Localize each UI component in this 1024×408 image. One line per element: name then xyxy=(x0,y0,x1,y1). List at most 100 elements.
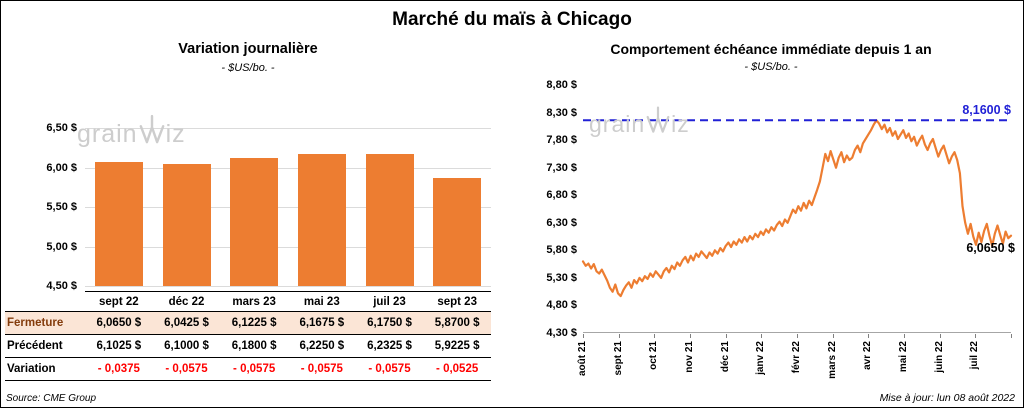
table-row: Variation - 0,0375 - 0,0575 - 0,0575 - 0,057… xyxy=(5,358,491,381)
source-note: Source: CME Group xyxy=(6,393,97,404)
table-cell: 6,2325 $ xyxy=(367,340,412,352)
price-table: sept 22 déc 22 mars 23 mai 23 juil 23 sept 23… xyxy=(5,291,491,381)
x-axis-label: avr 22 xyxy=(862,341,874,370)
y-axis-tick-label: 8,80 $ xyxy=(546,79,577,91)
watermark-logo: grain iz xyxy=(589,105,690,136)
table-cell: 5,8700 $ xyxy=(434,317,480,329)
line-x-axis: août 21 sept 21 oct 21 nov 21 déc 21 janv 22 f… xyxy=(577,334,1012,396)
x-axis-tick xyxy=(1011,334,1012,338)
bar-slot xyxy=(85,128,153,286)
column-header: mai 23 xyxy=(287,291,356,311)
y-axis-tick-label: 7,80 $ xyxy=(546,134,577,147)
bar-plot xyxy=(85,128,491,287)
y-axis-tick-label: 5,00 $ xyxy=(46,240,77,253)
bar-y-axis: 6,50 $ 6,00 $ 5,50 $ 5,00 $ 4,50 $ xyxy=(21,122,77,292)
line-chart-svg xyxy=(581,119,1013,298)
x-axis-label: mars 22 xyxy=(826,341,838,379)
x-axis-label: déc 21 xyxy=(719,341,731,373)
x-axis-label: mai 22 xyxy=(898,341,909,373)
y-axis-tick-label: 6,00 $ xyxy=(46,161,77,174)
table-cell: 5,9225 $ xyxy=(434,340,480,352)
bar-slot xyxy=(356,128,424,286)
x-axis-label: janv 22 xyxy=(755,341,767,375)
x-axis-tick xyxy=(690,334,691,338)
x-axis-tick xyxy=(725,334,727,338)
table-cell: 6,2250 $ xyxy=(299,340,345,352)
y-axis-tick-label: 4,30 $ xyxy=(546,327,577,339)
table-cell: - 0,0575 xyxy=(368,363,411,375)
column-header: sept 22 xyxy=(85,291,153,311)
bar xyxy=(433,177,482,286)
x-axis-tick xyxy=(761,334,763,338)
gridline xyxy=(85,286,491,287)
x-axis-label: oct 21 xyxy=(648,341,660,370)
row-label: Précédent xyxy=(7,340,63,352)
x-axis-label: juil 22 xyxy=(969,341,981,370)
bar xyxy=(230,157,279,286)
table-cell: - 0,0575 xyxy=(233,363,276,375)
table-cell: 6,1750 $ xyxy=(367,317,412,329)
ref-line-label: 8,1600 $ xyxy=(962,103,1011,118)
column-header: mars 23 xyxy=(220,291,288,311)
row-label: Fermeture xyxy=(7,317,64,329)
table-cell: - 0,0575 xyxy=(300,363,343,375)
x-axis-tick xyxy=(904,334,905,338)
bar xyxy=(365,153,414,286)
row-label: Variation xyxy=(7,363,56,375)
bar-slot xyxy=(288,128,356,286)
table-row: Fermeture 6,0650 $ 6,0425 $ 6,1225 $ 6,1675 … xyxy=(5,312,491,335)
y-axis-tick-label: 4,80 $ xyxy=(546,299,577,312)
table-cell: 6,1025 $ xyxy=(96,340,142,352)
x-axis-label: août 21 xyxy=(577,341,588,377)
y-axis-tick-label: 6,50 $ xyxy=(46,122,77,134)
column-header: juil 23 xyxy=(355,291,424,311)
gridline xyxy=(85,207,491,208)
x-axis-label: nov 21 xyxy=(684,341,695,373)
gridline xyxy=(85,246,491,248)
x-axis-tick xyxy=(797,334,798,338)
x-axis-tick xyxy=(654,334,656,338)
line-plot: 8,1600 $ 6,0650 $ xyxy=(581,85,1015,333)
table-row: Précédent 6,1025 $ 6,1000 $ 6,1800 $ 6,2250 … xyxy=(5,335,491,358)
gridline xyxy=(85,128,491,129)
gridline xyxy=(85,167,491,169)
column-header: déc 22 xyxy=(152,291,221,311)
table-cell: 6,1225 $ xyxy=(231,317,277,329)
x-axis-label: juin 22 xyxy=(933,341,945,373)
y-axis-tick-label: 5,50 $ xyxy=(46,201,77,213)
price-line xyxy=(581,119,1013,298)
y-axis-tick-label: 5,30 $ xyxy=(546,271,577,284)
y-axis-tick-label: 4,50 $ xyxy=(46,280,77,292)
bar-chart-title: Variation journalière xyxy=(178,41,318,57)
y-axis-tick-label: 6,30 $ xyxy=(546,216,577,229)
y-axis-tick-label: 5,80 $ xyxy=(546,244,577,257)
column-header: sept 23 xyxy=(423,291,491,311)
line-chart-title: Comportement échéance immédiate depuis 1… xyxy=(610,41,932,57)
x-axis-tick xyxy=(975,334,977,338)
watermark-logo: grain iz xyxy=(77,113,186,147)
wheat-w-icon xyxy=(139,114,164,144)
table-cell: - 0,0375 xyxy=(97,363,140,375)
table-cell: 6,0650 $ xyxy=(96,317,142,329)
x-axis-tick xyxy=(618,334,620,338)
page-title: Marché du maïs à Chicago xyxy=(392,9,632,30)
update-note: Mise à jour: lun 08 août 2022 xyxy=(879,392,1015,404)
bar xyxy=(297,154,346,286)
bar xyxy=(94,162,143,286)
table-cell: 6,1800 $ xyxy=(231,340,277,352)
y-axis-tick-label: 8,30 $ xyxy=(546,106,577,119)
table-cell: 6,0425 $ xyxy=(164,317,209,329)
bar-slot xyxy=(220,128,288,286)
bar-slot xyxy=(423,128,491,286)
line-y-axis: 8,80 $ 8,30 $ 7,80 $ 7,30 $ 6,80 $ 6,30 $ 5,80… xyxy=(517,79,577,339)
y-axis-tick-label: 7,30 $ xyxy=(546,161,577,174)
y-axis-tick-label: 6,80 $ xyxy=(546,189,577,202)
bar-slot xyxy=(153,128,221,286)
bars xyxy=(85,128,491,286)
bar-chart-subtitle: - $US/bo. - xyxy=(221,62,275,74)
table-cell: - 0,0525 xyxy=(436,363,479,375)
x-axis-tick xyxy=(868,334,870,338)
watermark-text-post: iz xyxy=(165,120,186,148)
x-axis-tick xyxy=(939,334,941,338)
